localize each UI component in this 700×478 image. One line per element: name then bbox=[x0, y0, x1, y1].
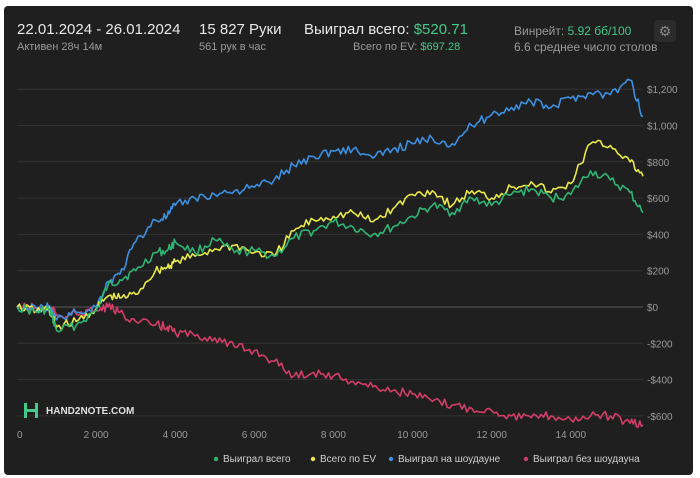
y-tick-label: $400 bbox=[647, 230, 670, 241]
y-tick-label: $200 bbox=[647, 267, 670, 278]
avg-tables: 6.6 среднее число столов bbox=[514, 40, 658, 54]
series-line bbox=[16, 139, 644, 331]
y-tick-label: $0 bbox=[647, 303, 659, 314]
graph-panel bbox=[4, 6, 693, 475]
x-tick-label: 2 000 bbox=[84, 430, 109, 441]
legend-label: Выиграл на шоудауне bbox=[398, 454, 501, 465]
x-tick-label: 0 bbox=[17, 430, 23, 441]
won-total: Выиграл всего: $520.71 bbox=[304, 21, 468, 38]
legend-marker bbox=[523, 456, 529, 462]
y-tick-label: -$200 bbox=[647, 339, 673, 350]
y-tick-label: $800 bbox=[647, 158, 670, 169]
x-tick-label: 8 000 bbox=[321, 430, 346, 441]
y-tick-label: -$400 bbox=[647, 376, 673, 387]
ev-total-value: $697.28 bbox=[420, 41, 461, 53]
series-line bbox=[16, 170, 644, 333]
won-total-value: $520.71 bbox=[413, 21, 468, 38]
won-total-label: Выиграл всего: bbox=[304, 21, 410, 38]
active-time: Активен 28ч 14м bbox=[17, 41, 103, 53]
y-tick-label: -$600 bbox=[647, 412, 673, 423]
y-tick-label: $600 bbox=[647, 194, 670, 205]
date-range: 22.01.2024 - 26.01.2024 bbox=[17, 21, 181, 38]
legend-marker bbox=[213, 456, 219, 462]
y-tick-label: $1,200 bbox=[647, 85, 678, 96]
settings-gear-icon[interactable]: ⚙ bbox=[654, 20, 676, 42]
hands-per-hour: 561 рук в час bbox=[199, 41, 267, 53]
x-tick-label: 12 000 bbox=[476, 430, 507, 441]
winrate-label: Винрейт: bbox=[514, 24, 565, 38]
x-tick-label: 6 000 bbox=[242, 430, 267, 441]
hand2note-logo: HAND2NOTE.COM bbox=[24, 403, 134, 418]
hands-count: 15 827 Руки bbox=[199, 21, 282, 38]
legend-label: Выиграл всего bbox=[223, 454, 291, 465]
x-tick-label: 10 000 bbox=[397, 430, 428, 441]
ev-total-label: Всего по EV: bbox=[353, 41, 418, 53]
winrate: Винрейт: 5.92 бб/100 bbox=[514, 24, 631, 38]
legend-marker bbox=[388, 456, 394, 462]
legend-label: Выиграл без шоудауна bbox=[533, 453, 640, 465]
legend-marker bbox=[310, 456, 316, 462]
logo-text: HAND2NOTE.COM bbox=[46, 406, 134, 417]
x-tick-label: 4 000 bbox=[163, 430, 188, 441]
y-tick-label: $1,000 bbox=[647, 122, 678, 133]
logo-bar-middle bbox=[24, 409, 38, 412]
series-line bbox=[16, 78, 644, 322]
legend-label: Всего по EV bbox=[320, 454, 376, 465]
x-tick-label: 14 000 bbox=[555, 430, 586, 441]
winrate-value: 5.92 бб/100 bbox=[567, 24, 632, 38]
ev-total: Всего по EV: $697.28 bbox=[353, 41, 460, 53]
